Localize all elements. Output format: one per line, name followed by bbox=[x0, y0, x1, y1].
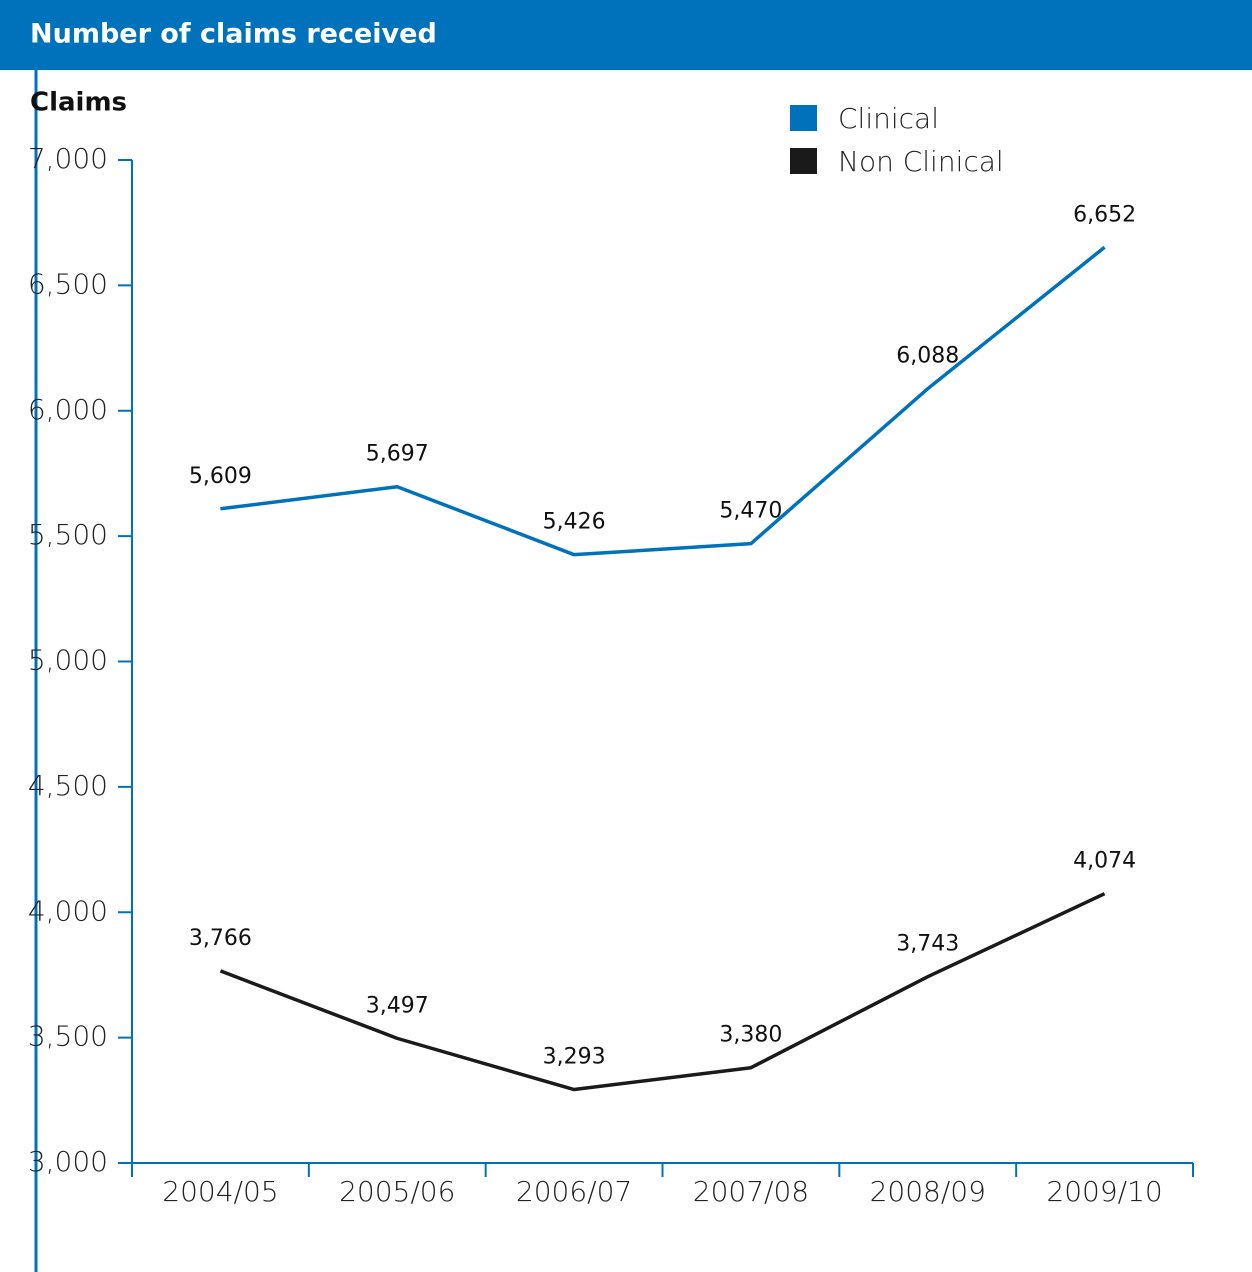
data-label: 3,293 bbox=[543, 1045, 606, 1070]
y-tick-label: 3,500 bbox=[28, 1020, 108, 1053]
chart-title: Number of claims received bbox=[30, 19, 437, 50]
y-tick-label: 3,000 bbox=[28, 1145, 108, 1178]
legend-swatch bbox=[790, 105, 817, 131]
y-tick-label: 5,000 bbox=[28, 644, 108, 677]
data-label: 3,743 bbox=[896, 932, 959, 957]
series-line bbox=[219, 892, 1106, 1092]
legend-swatch bbox=[790, 148, 817, 174]
y-tick-label: 4,000 bbox=[28, 894, 108, 927]
data-label: 3,497 bbox=[366, 993, 429, 1018]
x-tick-label: 2008/09 bbox=[870, 1175, 986, 1208]
y-axis-label: Claims bbox=[30, 88, 127, 118]
data-label: 5,470 bbox=[719, 499, 782, 524]
data-label: 6,652 bbox=[1073, 202, 1136, 227]
y-tick-label: 5,500 bbox=[28, 518, 108, 551]
x-tick-label: 2004/05 bbox=[162, 1175, 278, 1208]
x-tick-label: 2005/06 bbox=[339, 1175, 455, 1208]
x-tick-label: 2007/08 bbox=[693, 1175, 809, 1208]
data-label: 6,088 bbox=[896, 344, 959, 369]
data-label: 3,766 bbox=[189, 926, 252, 951]
data-label: 4,074 bbox=[1073, 849, 1136, 874]
data-label: 5,697 bbox=[366, 442, 429, 467]
series-line bbox=[220, 245, 1106, 557]
y-tick-label: 4,500 bbox=[28, 769, 108, 802]
legend-label: Clinical bbox=[838, 102, 939, 135]
x-tick-label: 2006/07 bbox=[516, 1175, 632, 1208]
data-label: 5,426 bbox=[543, 510, 606, 535]
data-label: 5,609 bbox=[189, 464, 252, 489]
data-label: 3,380 bbox=[719, 1023, 782, 1048]
y-tick-label: 6,000 bbox=[28, 393, 108, 426]
y-tick-label: 7,000 bbox=[28, 142, 108, 175]
legend-label: Non Clinical bbox=[838, 145, 1004, 178]
header-bar bbox=[0, 0, 1252, 70]
y-tick-label: 6,500 bbox=[28, 267, 108, 300]
x-tick-label: 2009/10 bbox=[1046, 1175, 1162, 1208]
